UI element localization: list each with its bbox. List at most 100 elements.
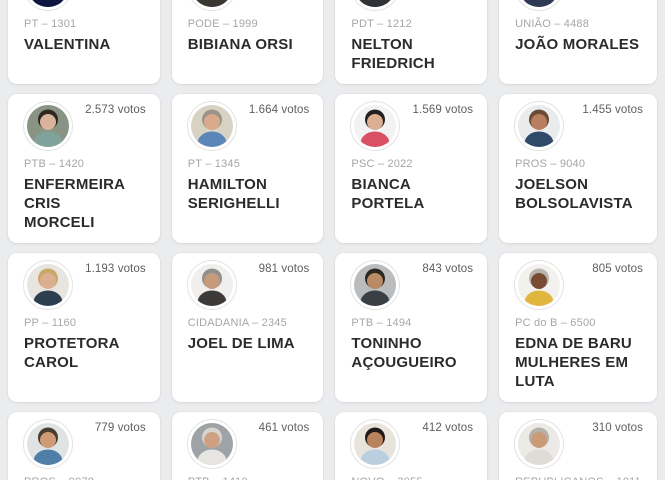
vote-count: 412 votos [422, 422, 474, 434]
candidate-card[interactable]: 461 votos PTB – 1410 [171, 412, 324, 480]
avatar-photo-frame [190, 423, 233, 465]
candidate-card[interactable]: 2.573 votos PTB – 1420 ENFERMEIRA CRIS M… [8, 94, 160, 243]
party-number: NOVO – 3055 [351, 476, 471, 480]
candidate-avatar [515, 102, 564, 150]
person-icon [354, 423, 397, 465]
candidate-card[interactable]: 805 votos PC do B – 6500 EDNA DE BARU MU… [499, 253, 657, 402]
person-icon [190, 264, 233, 306]
avatar-photo-frame [354, 105, 397, 147]
candidate-avatar [24, 102, 72, 150]
person-icon [190, 105, 233, 147]
person-icon [354, 0, 397, 7]
vote-count: 981 votos [258, 263, 310, 275]
person-icon [354, 264, 397, 306]
avatar-photo-frame [190, 264, 233, 306]
person-icon [518, 0, 561, 7]
avatar-photo-frame [27, 105, 69, 147]
party-number: PT – 1301 [24, 18, 77, 30]
avatar-photo-frame [190, 0, 233, 7]
party-number: PP – 1160 [24, 317, 77, 329]
candidate-card[interactable]: 1.664 votos PT – 1345 HAMILTON SERIGHELL… [171, 94, 324, 243]
party-number: PTB – 1494 [351, 317, 412, 329]
party-number: UNIÃO – 4488 [515, 18, 590, 30]
party-number: PC do B – 6500 [515, 317, 596, 329]
vote-count: 779 votos [94, 422, 146, 434]
vote-count: 1.664 votos [248, 104, 310, 116]
vote-count: 2.573 votos [85, 104, 146, 116]
avatar-photo-frame [354, 264, 397, 306]
avatar-photo-frame [518, 105, 561, 147]
party-number: PDT – 1212 [351, 18, 412, 30]
candidate-avatar [24, 0, 72, 10]
party-number: PROS – 9040 [515, 158, 586, 170]
candidate-card[interactable]: 981 votos CIDADANIA – 2345 JOEL DE LIMA [171, 253, 324, 402]
person-icon [190, 0, 233, 7]
candidate-avatar [351, 261, 400, 309]
person-icon [27, 423, 69, 465]
vote-count: 461 votos [258, 422, 310, 434]
party-number: PSC – 2022 [351, 158, 413, 170]
candidate-name: HAMILTON SERIGHELLI [187, 176, 280, 212]
candidate-card[interactable]: 1.569 votos PSC – 2022 BIANCA PORTELA [335, 94, 488, 243]
party-number: CIDADANIA – 2345 [187, 317, 287, 329]
candidate-avatar [187, 102, 236, 150]
candidate-card[interactable]: 412 votos NOVO – 3055 [335, 412, 488, 480]
candidate-name: JOEL DE LIMA [187, 335, 295, 352]
party-number: PTB – 1420 [24, 158, 85, 170]
avatar-photo-frame [354, 0, 397, 7]
candidate-card[interactable]: UNIÃO – 4488 JOÃO MORALES [499, 0, 657, 84]
candidate-card[interactable]: 1.455 votos PROS – 9040 JOELSON BOLSOLAV… [499, 94, 657, 243]
candidate-avatar [515, 261, 564, 309]
avatar-photo-frame [354, 423, 397, 465]
person-icon [190, 423, 233, 465]
avatar-photo-frame [27, 0, 69, 7]
vote-count: 843 votos [422, 263, 474, 275]
avatar-photo-frame [518, 0, 561, 7]
candidate-name: BIBIANA ORSI [187, 36, 293, 53]
candidate-card[interactable]: 1.193 votos PP – 1160 PROTETORA CAROL [8, 253, 160, 402]
person-icon [518, 423, 561, 465]
candidate-card[interactable]: 310 votos REPUBLICANOS – 1011 [499, 412, 657, 480]
candidate-name: EDNA DE BARU MULHERES EM LUTA [515, 335, 632, 390]
person-icon [518, 105, 561, 147]
candidate-avatar [187, 420, 236, 468]
party-number: PODE – 1999 [187, 18, 258, 30]
vote-count: 310 votos [592, 422, 643, 434]
candidate-avatar [24, 261, 72, 309]
person-icon [27, 264, 69, 306]
candidate-card[interactable]: PODE – 1999 BIBIANA ORSI [171, 0, 324, 84]
candidate-avatar [515, 0, 564, 10]
avatar-photo-frame [190, 105, 233, 147]
person-icon [27, 0, 69, 7]
candidate-name: NELTON FRIEDRICH [351, 36, 435, 72]
party-number: REPUBLICANOS – 1011 [515, 476, 641, 480]
candidate-name: JOÃO MORALES [515, 36, 640, 53]
avatar-photo-frame [27, 264, 69, 306]
candidate-card[interactable]: PT – 1301 VALENTINA [8, 0, 160, 84]
candidate-avatar [187, 0, 236, 10]
candidate-avatar [515, 420, 564, 468]
candidate-avatar [351, 420, 400, 468]
candidate-name: ENFERMEIRA CRIS MORCELI [24, 176, 125, 231]
candidate-name: BIANCA PORTELA [351, 176, 425, 212]
vote-count: 805 votos [592, 263, 643, 275]
party-number: PTB – 1410 [188, 476, 308, 480]
avatar-photo-frame [27, 423, 69, 465]
candidate-avatar [24, 420, 72, 468]
candidate-name: PROTETORA CAROL [24, 335, 120, 371]
person-icon [27, 105, 69, 147]
candidate-card[interactable]: 843 votos PTB – 1494 TONINHO AÇOUGUEIRO [335, 253, 488, 402]
candidate-card[interactable]: 779 votos PROS – 9078 [8, 412, 160, 480]
party-number: PROS – 9078 [24, 476, 144, 480]
candidate-name: VALENTINA [24, 36, 111, 53]
avatar-photo-frame [518, 264, 561, 306]
candidate-card[interactable]: PDT – 1212 NELTON FRIEDRICH [335, 0, 488, 84]
candidate-name: JOELSON BOLSOLAVISTA [515, 176, 633, 212]
candidate-avatar [351, 0, 400, 10]
person-icon [518, 264, 561, 306]
vote-count: 1.569 votos [412, 104, 474, 116]
vote-count: 1.455 votos [582, 104, 643, 116]
candidate-avatar [351, 102, 400, 150]
